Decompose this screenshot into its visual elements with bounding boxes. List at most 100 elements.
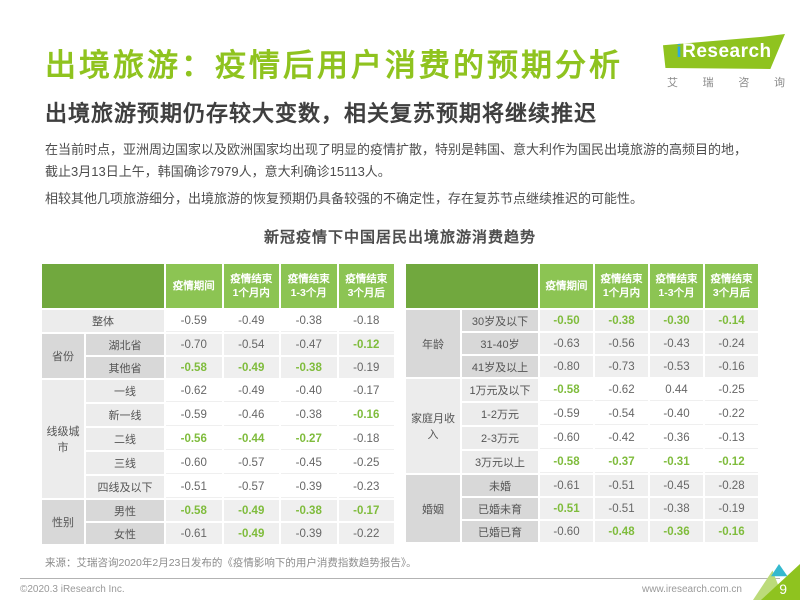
logo-chinese-name: 艾 瑞 咨 询: [663, 74, 789, 90]
row-label: 新一线: [86, 404, 164, 426]
row-label: 1-2万元: [462, 403, 538, 425]
table-row: 女性 -0.61 -0.49 -0.39 -0.22: [42, 523, 394, 544]
table-row: 其他省 -0.58 -0.49 -0.38 -0.19: [42, 357, 394, 378]
value-cell: -0.61: [166, 523, 222, 544]
row-label: 3万元以上: [462, 451, 538, 473]
column-header: 疫情结束 1-3个月: [281, 264, 337, 308]
table-row: 整体 -0.59 -0.49 -0.38 -0.18: [42, 310, 394, 332]
value-cell: 0.44: [650, 379, 703, 401]
value-cell: -0.62: [595, 379, 648, 401]
body-line: 截止3月13日上午，韩国确诊7979人，意大利确诊15113人。: [45, 164, 391, 179]
value-cell: -0.38: [281, 404, 337, 426]
value-cell: -0.39: [281, 523, 337, 544]
value-cell: -0.24: [705, 333, 758, 354]
value-cell: -0.49: [223, 380, 279, 402]
header-corner-cell: [42, 264, 164, 308]
value-cell: -0.23: [338, 476, 394, 498]
iresearch-logo: iResearch 艾 瑞 咨 询: [663, 34, 793, 92]
value-cell: -0.17: [338, 500, 394, 521]
category-label: 线级城市: [42, 380, 84, 498]
value-cell: -0.63: [540, 333, 593, 354]
value-cell: -0.58: [166, 357, 222, 378]
value-cell: -0.56: [595, 333, 648, 354]
value-cell: -0.12: [338, 334, 394, 355]
body-line: 相较其他几项旅游细分，出境旅游的恢复预期仍具备较强的不确定性，存在复苏节点继续推…: [45, 191, 644, 206]
table-row: 新一线 -0.59 -0.46 -0.38 -0.16: [42, 404, 394, 426]
row-label: 其他省: [86, 357, 164, 378]
row-label: 31-40岁: [462, 333, 538, 354]
column-header: 疫情期间: [540, 264, 593, 308]
value-cell: -0.54: [595, 403, 648, 425]
value-cell: -0.44: [223, 428, 279, 450]
value-cell: -0.58: [166, 500, 222, 521]
row-label: 男性: [86, 500, 164, 521]
value-cell: -0.38: [650, 498, 703, 519]
logo-wordmark: iResearch: [676, 41, 771, 63]
value-cell: -0.51: [595, 475, 648, 496]
value-cell: -0.45: [650, 475, 703, 496]
body-text: 在当前时点，亚洲周边国家以及欧洲国家均出现了明显的疫情扩散，特别是韩国、意大利作…: [45, 139, 760, 210]
row-label: 二线: [86, 428, 164, 450]
row-label: 三线: [86, 452, 164, 474]
category-label: 省份: [42, 334, 84, 378]
value-cell: -0.37: [595, 451, 648, 473]
column-header: 疫情期间: [166, 264, 222, 308]
table-row: 31-40岁 -0.63 -0.56 -0.43 -0.24: [406, 333, 758, 354]
table-row: 四线及以下 -0.51 -0.57 -0.39 -0.23: [42, 476, 394, 498]
row-label: 已婚已育: [462, 521, 538, 542]
category-label: 婚姻: [406, 475, 460, 542]
table-row: 年龄 30岁及以下 -0.50 -0.38 -0.30 -0.14: [406, 310, 758, 377]
logo-letter-i: i: [676, 40, 683, 62]
value-cell: -0.60: [540, 521, 593, 542]
value-cell: -0.58: [540, 379, 593, 401]
table-row: 二线 -0.56 -0.44 -0.27 -0.18: [42, 428, 394, 450]
table-row: 家庭月收入 1万元及以下 -0.58 -0.62 0.44 -0.25: [406, 379, 758, 473]
value-cell: -0.40: [650, 403, 703, 425]
value-cell: -0.19: [338, 357, 394, 378]
category-label: 性别: [42, 500, 84, 544]
value-cell: -0.57: [223, 476, 279, 498]
value-cell: -0.42: [595, 427, 648, 449]
value-cell: -0.59: [166, 404, 222, 426]
row-label: 女性: [86, 523, 164, 544]
value-cell: -0.28: [705, 475, 758, 496]
column-header: 疫情结束 1个月内: [595, 264, 648, 308]
source-note: 来源：艾瑞咨询2020年2月23日发布的《疫情影响下的用户消费指数趋势报告》。: [45, 557, 417, 569]
value-cell: -0.16: [705, 521, 758, 542]
value-cell: -0.31: [650, 451, 703, 473]
value-cell: -0.43: [650, 333, 703, 354]
value-cell: -0.47: [281, 334, 337, 355]
value-cell: -0.49: [223, 357, 279, 378]
trend-table-right: 疫情期间 疫情结束 1个月内 疫情结束 1-3个月 疫情结束 3个月后 年龄 30岁及以下 -0.…: [404, 262, 760, 544]
table-row: 省份 湖北省 -0.70 -0.54 -0.47 -0.12: [42, 334, 394, 378]
value-cell: -0.49: [223, 310, 279, 332]
value-cell: -0.45: [281, 452, 337, 474]
logo-green-flag: iResearch: [663, 34, 785, 69]
value-cell: -0.57: [223, 452, 279, 474]
logo-cn-char: 咨: [738, 77, 750, 89]
value-cell: -0.38: [281, 500, 337, 521]
row-label: 整体: [42, 310, 164, 332]
value-cell: -0.39: [281, 476, 337, 498]
page-subtitle: 出境旅游预期仍存较大变数，相关复苏预期将继续推迟: [45, 101, 598, 126]
row-label: 四线及以下: [86, 476, 164, 498]
value-cell: -0.38: [281, 310, 337, 332]
logo-cn-char: 瑞: [702, 77, 714, 89]
table-row: 婚姻 未婚 -0.61 -0.51 -0.45 -0.28: [406, 475, 758, 542]
column-header: 疫情结束 1个月内: [223, 264, 279, 308]
value-cell: -0.58: [540, 451, 593, 473]
value-cell: -0.40: [281, 380, 337, 402]
table-row: 1-2万元 -0.59 -0.54 -0.40 -0.22: [406, 403, 758, 425]
value-cell: -0.38: [595, 310, 648, 331]
value-cell: -0.22: [705, 403, 758, 425]
value-cell: -0.27: [281, 428, 337, 450]
table-row: 线级城市 一线 -0.62 -0.49 -0.40 -0.17: [42, 380, 394, 498]
value-cell: -0.18: [338, 428, 394, 450]
column-header: 疫情结束 3个月后: [705, 264, 758, 308]
footer-divider: [20, 578, 780, 579]
value-cell: -0.30: [650, 310, 703, 331]
footer-website: www.iresearch.com.cn: [641, 584, 742, 595]
value-cell: -0.36: [650, 427, 703, 449]
row-label: 湖北省: [86, 334, 164, 355]
